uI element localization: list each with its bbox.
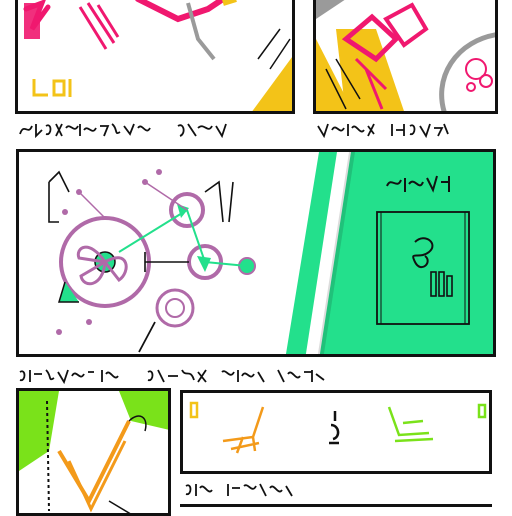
top-left-caption (18, 120, 228, 140)
bottom-right-caption (184, 480, 294, 500)
bottom-right-panel (180, 390, 492, 474)
network-node-icon (48, 169, 256, 353)
top-right-art (316, 0, 495, 111)
top-left-panel (15, 0, 295, 114)
yellow-sign-glyph (32, 79, 72, 97)
top-right-caption (316, 120, 451, 140)
bottom-left-art (19, 391, 168, 513)
bottom-left-panel (16, 388, 171, 516)
top-right-panel (313, 0, 498, 114)
middle-caption-left (18, 366, 328, 386)
bottom-right-art (189, 401, 487, 454)
chair-sketch-icon (222, 406, 265, 454)
middle-panel (16, 149, 496, 357)
top-left-art (23, 0, 292, 111)
middle-art (48, 152, 493, 354)
figure-icon (412, 237, 453, 297)
chair-sketch-icon (387, 406, 434, 443)
bottom-partial-panel-edge (180, 504, 492, 515)
